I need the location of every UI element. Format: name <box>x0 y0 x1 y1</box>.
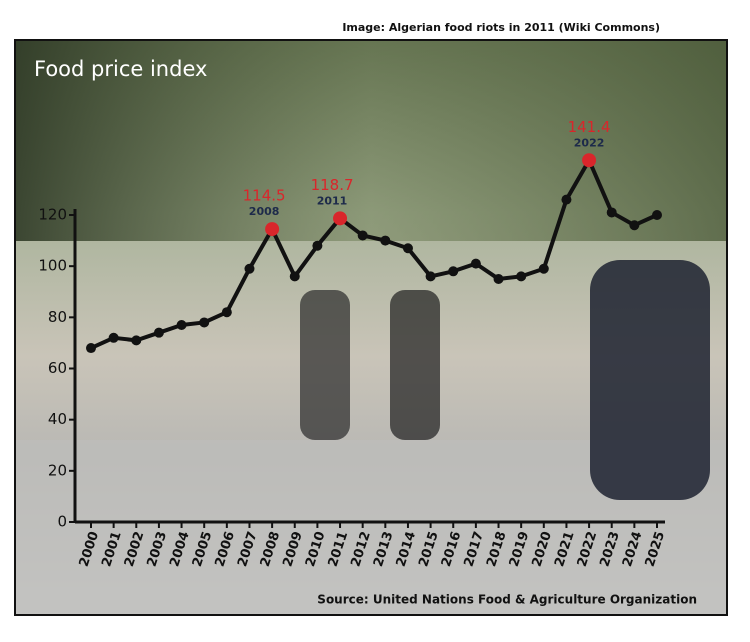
y-tick-label: 20 <box>48 461 67 479</box>
photo-figure <box>390 290 440 440</box>
year-label: 2022 <box>574 136 605 149</box>
value-label: 114.5 <box>243 187 286 205</box>
chart-title: Food price index <box>34 57 207 81</box>
highlight-point <box>265 222 280 237</box>
data-point <box>516 271 527 282</box>
y-tick-label: 60 <box>48 359 67 377</box>
highlight-point <box>582 153 597 168</box>
data-point <box>470 258 481 269</box>
data-point <box>312 240 323 251</box>
source-note: Source: United Nations Food & Agricultur… <box>317 593 697 607</box>
data-point <box>176 320 187 331</box>
y-tick-label: 100 <box>38 257 67 275</box>
y-tick-label: 0 <box>57 513 67 531</box>
data-point <box>221 307 232 318</box>
y-tick-label: 80 <box>48 308 67 326</box>
data-point <box>493 273 504 284</box>
data-point <box>652 210 662 220</box>
y-tick-label: 40 <box>48 410 67 428</box>
data-point <box>538 263 549 274</box>
value-label: 141.4 <box>568 118 611 136</box>
y-tick-label: 120 <box>38 206 67 224</box>
data-point <box>448 266 459 277</box>
highlight-point <box>333 211 348 226</box>
value-label: 118.7 <box>311 176 354 194</box>
data-point <box>561 194 572 205</box>
year-label: 2011 <box>317 194 348 207</box>
data-point <box>289 271 300 282</box>
image-credit: Image: Algerian food riots in 2011 (Wiki… <box>342 21 660 34</box>
data-point <box>108 332 119 343</box>
data-point <box>86 343 96 354</box>
data-point <box>402 243 413 254</box>
data-point <box>425 271 436 282</box>
data-point <box>629 220 640 231</box>
photo-figure <box>300 290 350 440</box>
data-point <box>380 235 391 246</box>
data-point <box>199 317 210 328</box>
data-point <box>357 230 368 241</box>
plot-area: 0204060801001202000200120022003200420052… <box>38 118 668 569</box>
data-point <box>606 207 617 218</box>
data-point <box>131 335 142 346</box>
data-point <box>244 263 255 274</box>
data-point <box>153 327 164 338</box>
photo-figure <box>590 260 710 500</box>
year-label: 2008 <box>249 205 280 218</box>
